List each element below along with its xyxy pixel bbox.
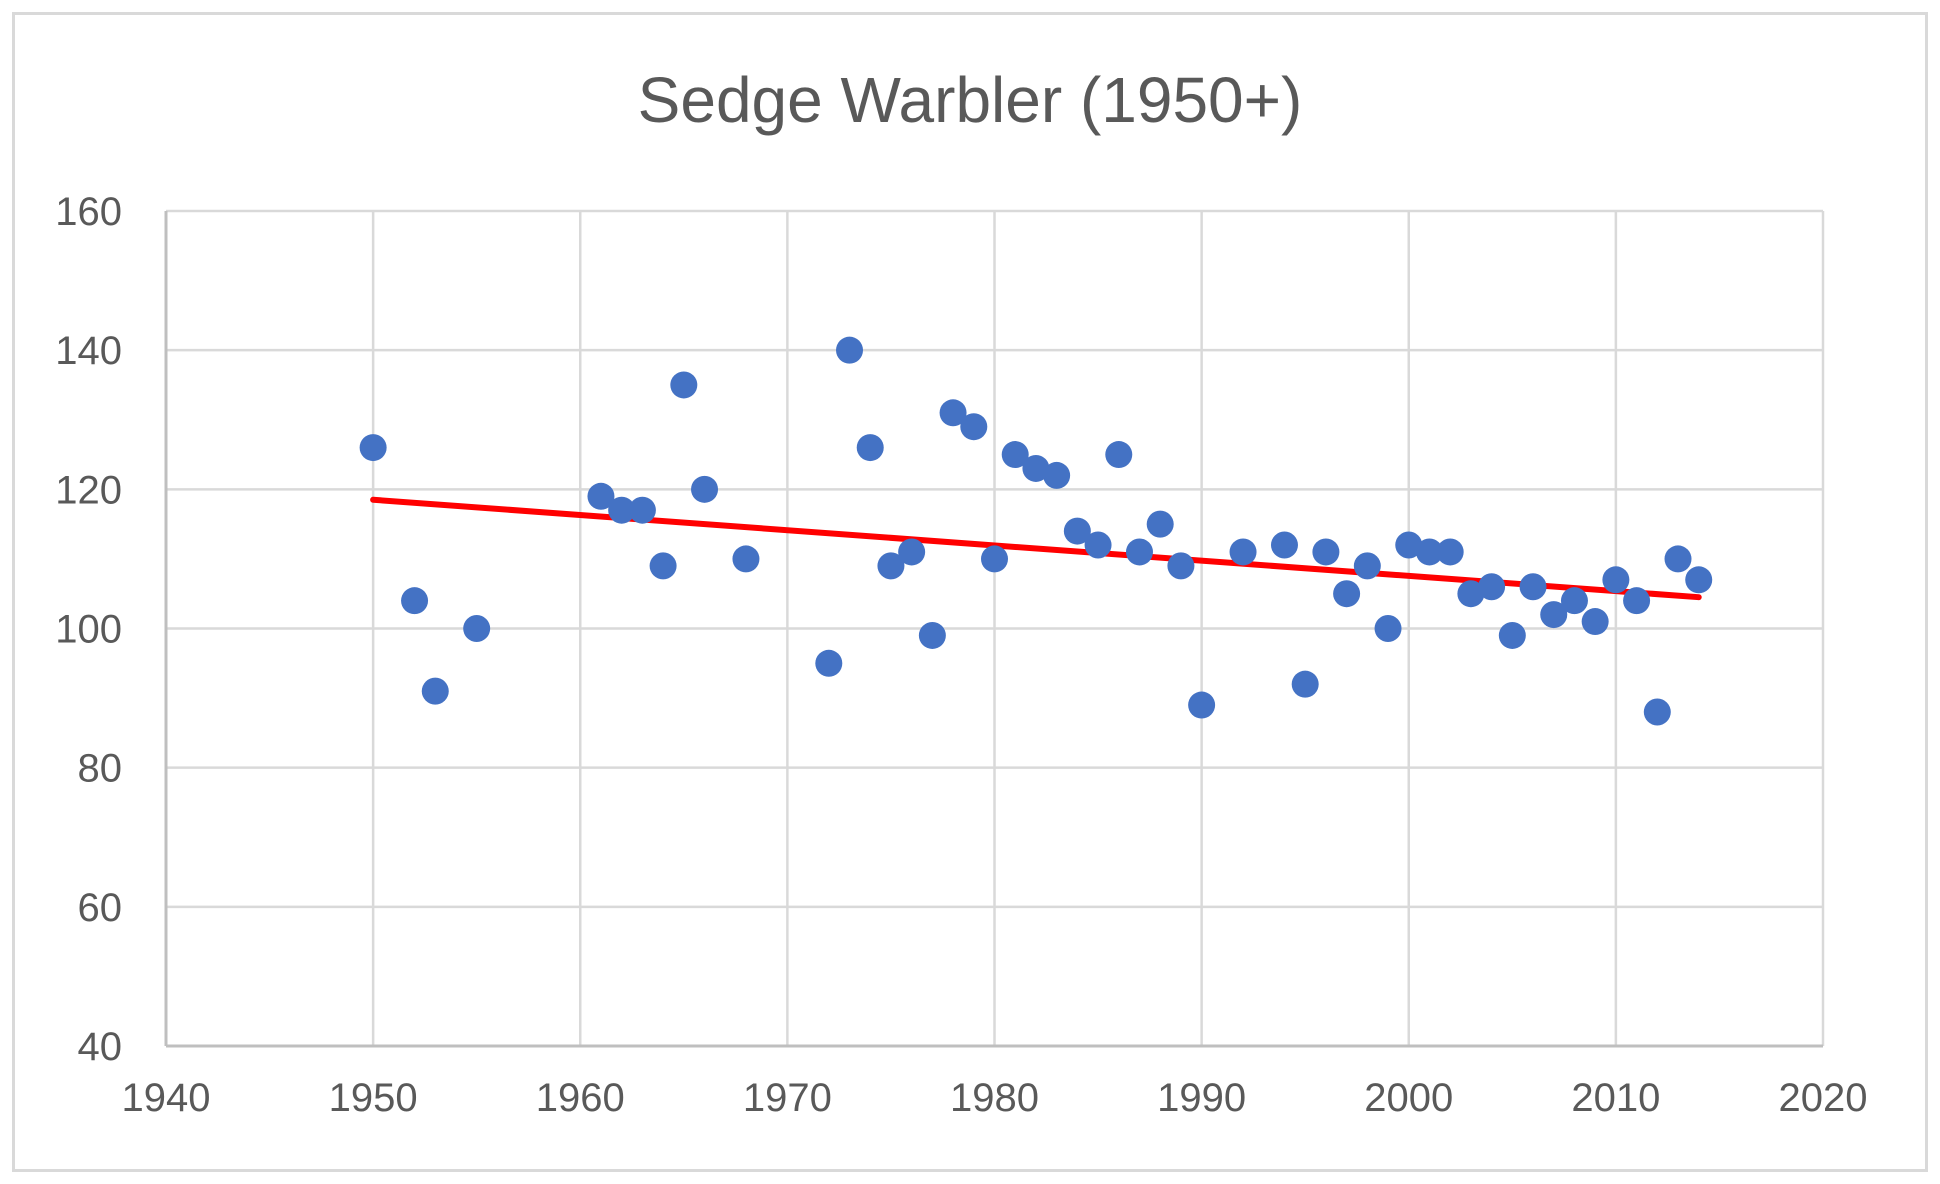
data-point-1963 — [628, 496, 656, 524]
data-point-1975 — [877, 552, 905, 580]
data-point-1988 — [1146, 510, 1174, 538]
data-point-1955 — [463, 615, 491, 642]
trendline — [370, 496, 1702, 601]
trendline-layer — [370, 496, 1702, 601]
data-point-1974 — [856, 434, 884, 462]
data-point-1990 — [1188, 691, 1216, 719]
data-point-1980 — [981, 545, 1008, 573]
y-tick-label-140: 140 — [55, 329, 122, 373]
data-point-1973 — [836, 336, 864, 364]
data-point-2012 — [1643, 698, 1671, 726]
data-point-1982 — [1022, 454, 1050, 482]
data-point-1989 — [1167, 552, 1195, 580]
data-point-2006 — [1519, 573, 1547, 601]
data-point-1984 — [1063, 517, 1091, 545]
data-point-1986 — [1105, 441, 1133, 469]
y-axis-tick-labels: 40 60 80 100 120 140 160 — [55, 190, 122, 1069]
data-point-2014 — [1685, 566, 1713, 594]
data-point-1952 — [401, 587, 429, 615]
data-point-2004 — [1478, 573, 1506, 601]
y-tick-label-120: 120 — [55, 468, 122, 512]
data-point-1998 — [1353, 552, 1381, 580]
data-point-1976 — [898, 538, 926, 566]
data-point-2009 — [1581, 608, 1609, 636]
data-point-2011 — [1623, 587, 1651, 615]
data-point-2010 — [1602, 566, 1630, 594]
data-point-1962 — [608, 496, 636, 524]
data-point-2008 — [1560, 587, 1588, 615]
chart-title: Sedge Warbler (1950+) — [638, 64, 1303, 136]
y-tick-label-80: 80 — [78, 747, 123, 791]
data-point-1961 — [587, 482, 615, 510]
data-point-1992 — [1229, 538, 1257, 566]
x-tick-label-1990: 1990 — [1157, 1076, 1246, 1120]
data-point-2003 — [1457, 580, 1485, 608]
data-point-2005 — [1498, 621, 1526, 649]
data-point-2007 — [1540, 601, 1568, 629]
data-point-2002 — [1436, 538, 1464, 566]
x-tick-label-2010: 2010 — [1571, 1076, 1660, 1120]
x-tick-label-1970: 1970 — [743, 1076, 832, 1120]
data-point-1995 — [1291, 670, 1319, 698]
data-points — [359, 336, 1713, 726]
x-tick-label-1940: 1940 — [122, 1076, 211, 1120]
data-point-1983 — [1043, 461, 1071, 489]
data-point-1981 — [1001, 441, 1029, 469]
data-point-1979 — [960, 413, 988, 441]
data-point-1996 — [1312, 538, 1340, 566]
data-point-1978 — [939, 399, 967, 427]
x-tick-label-2020: 2020 — [1779, 1076, 1868, 1120]
data-point-1972 — [815, 649, 843, 677]
x-axis-tick-labels: 1940 1950 1960 1970 1980 1990 2000 2010 2020 — [122, 1076, 1868, 1120]
data-point-1985 — [1084, 531, 1112, 559]
data-point-1964 — [649, 552, 677, 580]
data-point-2013 — [1664, 545, 1692, 573]
data-point-1966 — [691, 475, 719, 503]
data-point-1950 — [359, 434, 387, 462]
grid-lines — [166, 209, 1825, 1046]
x-tick-label-1950: 1950 — [329, 1076, 418, 1120]
data-point-1994 — [1270, 531, 1298, 559]
data-point-2001 — [1415, 538, 1443, 566]
data-point-1968 — [732, 545, 760, 573]
x-tick-label-1980: 1980 — [950, 1076, 1039, 1120]
data-point-1977 — [918, 621, 946, 649]
y-tick-label-40: 40 — [78, 1025, 123, 1069]
x-tick-label-1960: 1960 — [536, 1076, 625, 1120]
data-point-2000 — [1395, 531, 1423, 559]
y-tick-label-160: 160 — [55, 190, 122, 234]
data-point-1965 — [670, 371, 698, 399]
x-tick-label-2000: 2000 — [1364, 1076, 1453, 1120]
data-point-1997 — [1333, 580, 1361, 608]
data-point-1953 — [421, 677, 449, 705]
axes — [164, 211, 1823, 1048]
y-tick-label-100: 100 — [55, 608, 122, 652]
data-point-1999 — [1374, 615, 1402, 642]
data-point-1987 — [1125, 538, 1153, 566]
y-tick-label-60: 60 — [78, 886, 123, 930]
